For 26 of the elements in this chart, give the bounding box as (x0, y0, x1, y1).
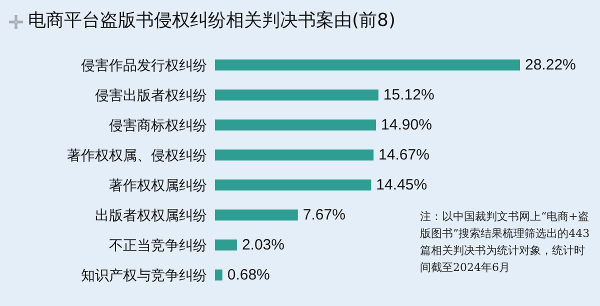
data-label: 28.22% (525, 56, 576, 74)
bar (215, 60, 520, 70)
y-tick-label: 知识产权与竞争纠纷 (81, 267, 207, 283)
y-tick-label: 侵害作品发行权纠纷 (81, 57, 207, 73)
data-label: 2.03% (242, 236, 284, 254)
data-label: 14.67% (378, 146, 430, 164)
y-tick-label: 不正当竞争纠纷 (109, 237, 207, 253)
y-tick-label: 出版者权权属纠纷 (95, 207, 207, 223)
y-tick-label: 著作权权属纠纷 (109, 177, 207, 193)
bar (215, 210, 298, 220)
bar (215, 240, 237, 250)
data-label: 7.67% (302, 206, 346, 224)
data-label: 15.12% (383, 86, 434, 104)
chart-title: 电商平台盗版书侵权纠纷相关判决书案由(前8) (28, 9, 396, 32)
y-tick-label: 侵害商标权纠纷 (109, 117, 207, 133)
y-tick-label: 侵害出版者权纠纷 (95, 87, 207, 103)
bar (215, 180, 372, 190)
data-label: 14.90% (381, 116, 432, 134)
data-label: 14.45% (376, 176, 428, 194)
data-label: 0.68% (227, 266, 270, 284)
annotation: 注：以中国裁判文书网上“电商+盗版图书”搜索结果梳理筛选出的443篇相关判决书为统计对象，统计时间截至2024年6月 (420, 209, 591, 276)
bar (215, 120, 376, 130)
y-tick-label: 著作权权属、侵权纠纷 (67, 147, 207, 163)
bar (215, 270, 222, 280)
bar (215, 90, 378, 100)
bar (215, 150, 374, 160)
